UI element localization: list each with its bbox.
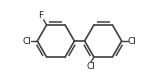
Text: F: F — [38, 11, 44, 20]
Text: Cl: Cl — [23, 36, 31, 46]
Text: Cl: Cl — [86, 62, 95, 71]
Text: Cl: Cl — [128, 36, 136, 46]
